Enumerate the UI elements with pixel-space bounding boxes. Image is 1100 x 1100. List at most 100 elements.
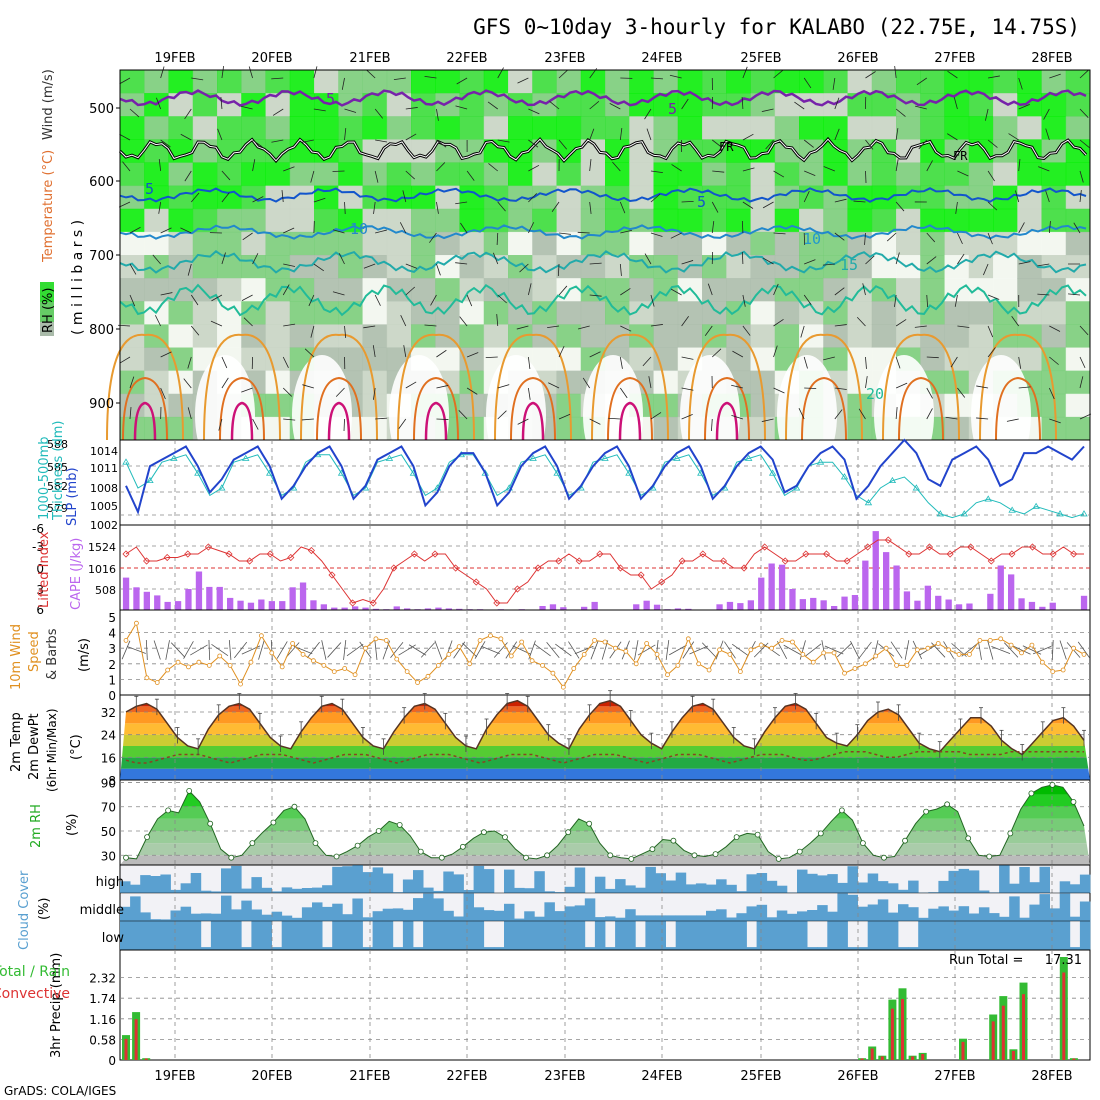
rh-cell (1041, 301, 1067, 325)
wind-barb-10m (1004, 642, 1019, 658)
precip-panel: 2.321.741.160.580 Run Total = 17.31 3hr … (0, 949, 1091, 1068)
precip-tick: 1.74 (89, 992, 116, 1006)
rh-cell (993, 278, 1018, 302)
wind-barb (853, 200, 866, 203)
cloud-cell (605, 888, 616, 893)
cloud-cell (706, 884, 717, 893)
rh-cell (483, 185, 509, 210)
wind-barb-10m (374, 640, 378, 660)
cloud-cell (150, 876, 161, 893)
wind-barb (1018, 222, 1025, 234)
wind-speed-point (925, 645, 931, 651)
wind-barb (400, 314, 407, 327)
cloud-cell (281, 887, 293, 893)
rh-cell (968, 208, 994, 233)
wind-barb (497, 201, 506, 212)
freezing-label-b: FR (953, 149, 968, 163)
rh-cell (168, 70, 194, 94)
wind-barb (834, 324, 847, 327)
rh-cell (1065, 416, 1091, 441)
wind-barb (374, 170, 379, 183)
cloud-cell (766, 917, 778, 921)
rh-cell (1065, 231, 1091, 256)
wind-barb (761, 418, 774, 422)
wind-barb (619, 263, 622, 276)
wind-barb (160, 292, 173, 296)
rh-cell (896, 231, 921, 256)
wind-barb-10m (190, 644, 208, 656)
cape-bar (393, 606, 400, 610)
wind-barb (1048, 221, 1051, 234)
cloud-cell (221, 921, 232, 950)
wind-speed-point (488, 633, 493, 639)
wind-barb (398, 418, 407, 429)
rh-cell (192, 116, 218, 140)
wind-speed-point (665, 672, 670, 678)
contour-label-15: 15 (840, 256, 858, 274)
li-point (575, 557, 583, 565)
rh-cell (702, 70, 727, 94)
rh-cell (1041, 278, 1067, 302)
cloud-cell (877, 881, 889, 893)
rh-cell (241, 93, 266, 117)
cloud-cell (746, 947, 757, 950)
rh-cell (508, 93, 533, 117)
wind-speed-point (1008, 642, 1014, 648)
wind-barb (528, 164, 540, 172)
wind-barb (338, 253, 345, 265)
rh-cell (1041, 347, 1067, 372)
wind-barb-10m (276, 641, 288, 659)
wind-barb (711, 418, 713, 431)
rh-cell (192, 93, 218, 117)
rh-cell (411, 301, 436, 325)
rh-cell (217, 162, 242, 187)
cloud-cell (675, 915, 687, 921)
wind-barb (711, 201, 719, 213)
wind-barb (548, 382, 560, 389)
rh-cell (168, 185, 194, 210)
thickness-point (984, 495, 992, 502)
cloud-cell (807, 873, 818, 893)
rh-cell (314, 70, 339, 94)
rh-cell (338, 162, 363, 187)
rh-cell (265, 301, 291, 325)
cloud-cell (786, 921, 798, 950)
freezing-level-inner (119, 138, 1087, 162)
wind-barb (160, 387, 166, 400)
wind-speed-point (560, 684, 566, 690)
thickness-axis-label2: Thickness (dm) (51, 421, 66, 521)
cloud-cell (685, 915, 697, 921)
li-axis-label: Lifted Index (37, 531, 52, 608)
rh-cell (1017, 185, 1042, 210)
wind-barb (987, 347, 996, 358)
cloud-cell (655, 921, 666, 950)
rh-cell (629, 139, 654, 163)
wind-speed-point (675, 663, 681, 668)
wind-barb (803, 139, 814, 148)
rh-cell (1017, 301, 1042, 325)
wind-speed-point (696, 661, 702, 667)
wind-barb-10m (321, 640, 327, 660)
cloud-cell (312, 921, 323, 950)
wind-barb (313, 66, 318, 79)
rh-cell (362, 301, 388, 325)
cloud-cell (655, 915, 666, 921)
rh-cell (217, 231, 242, 256)
contour-30 (898, 376, 944, 441)
cape-bar (966, 603, 973, 610)
rh-cell (1017, 347, 1042, 372)
date-label-bottom: 25FEB (740, 1069, 781, 1084)
cloud-cell (797, 921, 808, 950)
rh-point (228, 854, 235, 861)
wind-barb (372, 345, 376, 358)
rh-legend (40, 282, 54, 336)
run-total-label: Run Total = (949, 953, 1023, 968)
thickness-point (744, 454, 753, 461)
wind-barb-10m (824, 645, 844, 655)
rh-cell (192, 278, 218, 302)
wind-barb (549, 101, 560, 110)
contour-15 (119, 250, 1087, 274)
li-point (204, 543, 212, 551)
date-label-top: 24FEB (641, 51, 682, 66)
cloud-cell (968, 870, 980, 893)
